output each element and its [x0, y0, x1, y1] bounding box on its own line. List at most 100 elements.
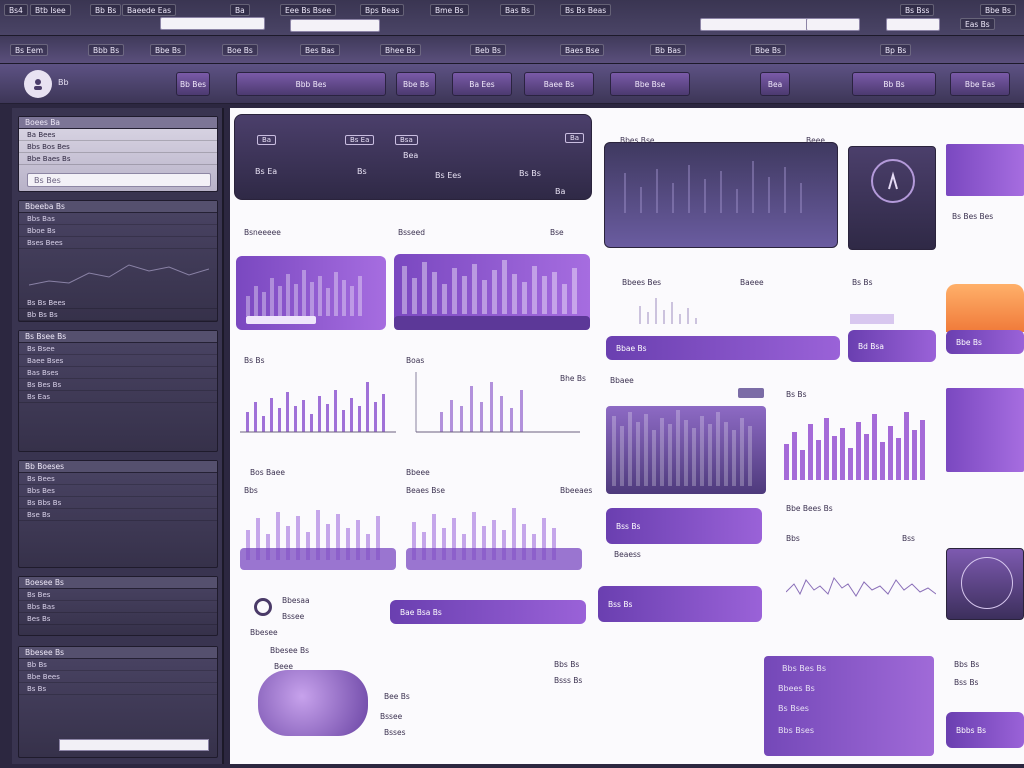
top-item-5[interactable]: Ba	[230, 4, 250, 16]
sidebar-panel-5: Boesee Bs Bs Bes Bbs Bas Bes Bs	[18, 576, 218, 636]
summary-label-5: Bs Ea	[255, 167, 278, 176]
summary-tag-4: Ba	[565, 133, 585, 143]
sidebar-row[interactable]: Bses Bees	[19, 237, 217, 249]
top-item-1[interactable]: Bs4	[4, 4, 28, 16]
right-card-2[interactable]	[946, 388, 1024, 472]
menu-item-9[interactable]: Bb Bas	[650, 44, 686, 56]
menu-item-2[interactable]: Bbb Bs	[88, 44, 125, 56]
top-item-4[interactable]: Baeede Eas	[122, 4, 176, 16]
bar-chart-5[interactable]	[240, 504, 396, 574]
bar-chart-6[interactable]	[406, 504, 582, 574]
orange-accent-card[interactable]	[946, 284, 1024, 332]
top-item-13[interactable]: Bbe Bs	[980, 4, 1016, 16]
top-search-field[interactable]	[160, 17, 265, 30]
chart-card-1[interactable]	[236, 256, 386, 330]
sidebar-row[interactable]: Bas Bses	[19, 367, 217, 379]
tool-button-5[interactable]: Baee Bs	[524, 72, 594, 96]
right-badge-card[interactable]	[946, 548, 1024, 620]
profile-card[interactable]	[848, 146, 936, 250]
menu-item-5[interactable]: Bes Bas	[300, 44, 340, 56]
bar-chart-8[interactable]	[780, 404, 936, 484]
sidebar-row[interactable]: Bbs Bas	[19, 213, 217, 225]
summary-card[interactable]: Ba Bs Ea Bsa Ba Bs Ea Bs Bea Bs Ees Bs B…	[234, 114, 592, 200]
sparkline-strip[interactable]	[786, 572, 936, 602]
bottom-label-9: Bbs Bs	[554, 660, 580, 669]
bottom-label-4: Bbesee Bs	[270, 646, 310, 655]
top-field-3[interactable]	[806, 18, 860, 31]
sidebar-search-input[interactable]: Bs Bes	[27, 173, 211, 187]
menu-item-4[interactable]: Boe Bs	[222, 44, 258, 56]
user-avatar-icon[interactable]	[254, 598, 272, 616]
menu-item-8[interactable]: Baes Bse	[560, 44, 605, 56]
tool-button-1[interactable]: Bb Bes	[176, 72, 210, 96]
tool-button-8[interactable]: Bb Bs	[852, 72, 936, 96]
mini-line-chart[interactable]	[630, 288, 730, 328]
menu-item-6[interactable]: Bhee Bs	[380, 44, 421, 56]
right-label-6: Bbaee	[610, 376, 634, 385]
bar-chart-3[interactable]	[240, 372, 396, 442]
action-pill-1[interactable]: Bae Bsa Bs	[390, 600, 586, 624]
top-item-2[interactable]: Btb Isee	[30, 4, 71, 16]
sidebar-row[interactable]: Ba Bees	[19, 129, 217, 141]
right-card-1[interactable]	[946, 144, 1024, 196]
tool-button-2[interactable]: Bbb Bes	[236, 72, 386, 96]
action-pill-5[interactable]: Bss Bs	[598, 586, 762, 622]
menu-item-1[interactable]: Bs Eem	[10, 44, 49, 56]
top-item-6[interactable]: Eee Bs Bsee	[280, 4, 337, 16]
dark-chart-card[interactable]	[604, 142, 838, 248]
list-card[interactable]: Bbs Bes Bs Bbees Bs Bs Bses Bbs Bses	[764, 656, 934, 756]
sidebar-row[interactable]: Bs Bes	[19, 589, 217, 601]
tool-button-4[interactable]: Ba Ees	[452, 72, 512, 96]
sidebar-row[interactable]: Bs Bees	[19, 473, 217, 485]
bar-chart-4[interactable]	[410, 372, 580, 442]
top-item-11[interactable]: Bs Bss	[900, 4, 935, 16]
top-field-4[interactable]	[886, 18, 940, 31]
action-pill-3[interactable]: Bd Bsa	[848, 330, 936, 362]
tool-button-7[interactable]: Bea	[760, 72, 790, 96]
sidebar-row[interactable]: Baee Bses	[19, 355, 217, 367]
action-pill-2[interactable]: Bbae Bs	[606, 336, 840, 360]
sidebar-row[interactable]: Bbs Bes	[19, 485, 217, 497]
sidebar-row[interactable]: Bse Bs	[19, 509, 217, 521]
sidebar-row[interactable]: Bb Bs	[19, 659, 217, 671]
top-item-3[interactable]: Bb Bs	[90, 4, 122, 16]
menu-item-7[interactable]: Beb Bs	[470, 44, 506, 56]
chart-card-7[interactable]	[606, 406, 766, 494]
sidebar-row[interactable]: Bb Bs Bs	[19, 309, 217, 321]
top-field-2[interactable]	[700, 18, 810, 31]
sidebar-row[interactable]: Bboe Bs	[19, 225, 217, 237]
top-item-8[interactable]: Bme Bs	[430, 4, 469, 16]
sidebar-row[interactable]: Bbs Bos Bes	[19, 141, 217, 153]
tool-button-3[interactable]: Bbe Bs	[396, 72, 436, 96]
action-pill-4[interactable]: Bss Bs	[606, 508, 762, 544]
action-pill-7[interactable]: Bbbs Bs	[946, 712, 1024, 748]
bottom-label-5: Beee	[274, 662, 293, 671]
menu-item-11[interactable]: Bp Bs	[880, 44, 912, 56]
menu-item-3[interactable]: Bbe Bs	[150, 44, 186, 56]
top-address-field[interactable]	[290, 19, 380, 32]
list-right-6: Bss Bs	[954, 678, 979, 687]
sidebar-row[interactable]: Bbe Baes Bs	[19, 153, 217, 165]
summary-label-10: Ba	[555, 187, 566, 196]
menu-item-10[interactable]: Bbe Bs	[750, 44, 786, 56]
top-item-10[interactable]: Bs Bs Beas	[560, 4, 612, 16]
sidebar-row[interactable]: Bbe Bees	[19, 671, 217, 683]
sidebar-row[interactable]: Bes Bs	[19, 613, 217, 625]
top-item-9[interactable]: Bas Bs	[500, 4, 536, 16]
sidebar-row[interactable]: Bs Eas	[19, 391, 217, 403]
sidebar-row[interactable]: Bs Bbs Bs	[19, 497, 217, 509]
sidebar-row[interactable]: Bs Bsee	[19, 343, 217, 355]
tool-button-6[interactable]: Bbe Bse	[610, 72, 690, 96]
sidebar-row[interactable]: Bs Bes Bs	[19, 379, 217, 391]
sidebar-row[interactable]: Bs Bs	[19, 683, 217, 695]
sidebar-bottom-field[interactable]	[59, 739, 209, 751]
top-item-12[interactable]: Eas Bs	[960, 18, 995, 30]
tool-button-9[interactable]: Bbe Eas	[950, 72, 1010, 96]
sidebar-row[interactable]: Bbs Bas	[19, 601, 217, 613]
chart-card-2[interactable]	[394, 254, 590, 330]
action-pill-6[interactable]: Bbe Bs	[946, 330, 1024, 354]
summary-tag-3: Bsa	[395, 135, 418, 145]
top-item-7[interactable]: Bps Beas	[360, 4, 405, 16]
sidebar-row[interactable]: Bs Bs Bees	[19, 297, 217, 309]
small-toggle[interactable]	[738, 388, 764, 398]
